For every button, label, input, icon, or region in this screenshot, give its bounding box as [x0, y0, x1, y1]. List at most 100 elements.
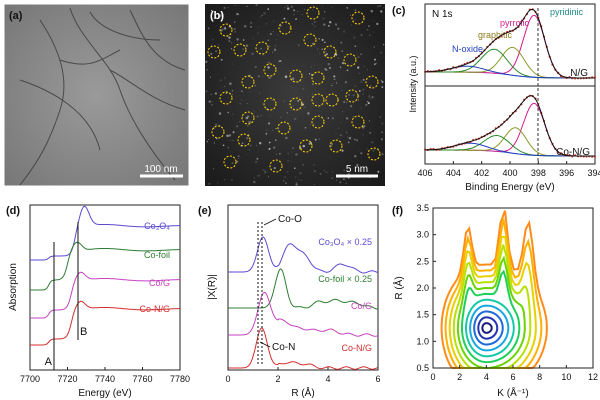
marker-b-label: B [80, 326, 87, 338]
atom-marker [289, 97, 303, 111]
y-axis-label: Intensity (a.u.) [408, 55, 418, 112]
x-axis-label: Energy (eV) [78, 388, 131, 399]
tick-label: 7700 [20, 374, 40, 384]
tick-label: 2.5 [416, 256, 429, 266]
scalebar-label: 100 nm [144, 164, 177, 175]
series-label-co-g: Co/G [149, 278, 170, 288]
atom-marker [241, 111, 255, 125]
atom-marker [233, 43, 247, 57]
peak-label-pyridinic: pyridinic [550, 7, 584, 17]
tick-label: 406 [417, 168, 432, 178]
series-label-co-g: Co/G [351, 301, 372, 311]
atom-marker [329, 139, 343, 153]
atom-marker [311, 71, 325, 85]
tick-label: 1.0 [416, 336, 429, 346]
panel-b: (b) 5 nm [205, 3, 385, 186]
contour-line [469, 304, 510, 352]
peak-label-pyrrolic: pyrrolic [500, 18, 530, 28]
tick-label: 2 [457, 372, 462, 382]
tick-label: 7740 [95, 374, 115, 384]
tick-label: 12 [588, 372, 598, 382]
marker-a-label: A [45, 356, 53, 368]
y-ticks: 0.5 1.0 1.5 2.0 2.5 3.0 3.5 [416, 203, 436, 373]
series-label-co-foil: Co-foil × 0.25 [318, 274, 372, 284]
atom-marker [241, 75, 255, 89]
atom-marker [237, 133, 251, 147]
atom-marker [311, 93, 325, 107]
peak-label-n-oxide: N-oxide [452, 44, 483, 54]
tick-label: 400 [502, 168, 517, 178]
panel-c: (c) N 1s pyridinic pyrrolic graphitic N-… [392, 3, 600, 193]
atom-marker [219, 23, 233, 37]
panel-label: (f) [392, 205, 403, 217]
tick-label: 404 [446, 168, 461, 178]
atom-marker [289, 69, 303, 83]
atom-marker [277, 121, 291, 135]
contour-line [473, 310, 504, 346]
panel-label: (c) [392, 5, 406, 17]
atom-marker [303, 33, 317, 47]
tick-label: 7760 [132, 374, 152, 384]
series-label-co-foil: Co-foil [144, 250, 170, 260]
tick-label: 396 [559, 168, 574, 178]
atom-marker [325, 93, 339, 107]
contour-line [461, 269, 521, 364]
atom-marker [343, 53, 357, 67]
y-axis-label: Absorption [8, 263, 19, 311]
atom-marker [345, 89, 359, 103]
single-atom-markers [207, 6, 381, 173]
atom-marker [263, 97, 277, 111]
x-ticks: 406 404 402 400 398 396 394 [417, 161, 600, 178]
panel-f: (f) 0 2 4 6 8 10 12 0.5 1.0 1.5 2.0 2.5 3.0 3.5 R (Å… [392, 203, 598, 399]
scalebar-label: 5 nm [346, 164, 368, 175]
plot-frame [424, 3, 596, 165]
contour-line [477, 316, 499, 340]
annotation-co-o: Co-O [278, 214, 302, 225]
contour-line [481, 322, 493, 334]
tick-label: 394 [587, 168, 600, 178]
y-axis-label: R (Å) [392, 276, 405, 299]
panel-label: (b) [210, 10, 224, 22]
tick-label: 3.0 [416, 230, 429, 240]
series-label-co-n-g: Co-N/G [341, 343, 372, 353]
x-ticks: 0 2 4 6 8 10 12 [430, 365, 598, 382]
spectrum-title: N 1s [432, 9, 453, 20]
panel-a: (a) 100 nm [3, 3, 190, 187]
tick-label: 398 [531, 168, 546, 178]
tem-image [4, 4, 189, 186]
sample-label-bottom: Co-N/G [556, 147, 590, 158]
atom-marker [223, 155, 237, 169]
tick-label: 7780 [170, 374, 190, 384]
panel-label: (e) [198, 205, 212, 217]
annotation-co-n: Co-N [272, 342, 295, 353]
atom-marker [263, 63, 277, 77]
atom-marker [219, 91, 233, 105]
atom-marker [306, 6, 320, 20]
atom-marker [278, 21, 292, 35]
xps-curves [423, 8, 597, 158]
contour-line [452, 244, 532, 369]
tick-label: 8 [537, 372, 542, 382]
tick-label: 6 [510, 372, 515, 382]
tick-label: 4 [484, 372, 489, 382]
tick-label: 10 [561, 372, 571, 382]
tick-label: 1.5 [416, 310, 429, 320]
xanes-curves [30, 205, 180, 346]
series-label-co3o4: Co₃O₄ [144, 221, 170, 231]
plot-frame [227, 204, 379, 371]
tick-label: 0 [430, 372, 435, 382]
x-axis-label: Binding Energy (eV) [465, 182, 555, 193]
atom-marker [299, 139, 313, 153]
tick-label: 6 [375, 374, 380, 384]
atom-marker [207, 45, 221, 59]
atom-marker [323, 45, 337, 59]
atom-marker [365, 75, 379, 89]
atom-marker [367, 147, 381, 161]
series-label-co-n-g: Co-N/G [139, 304, 170, 314]
x-axis-label: K (Å⁻¹) [497, 386, 528, 399]
tick-label: 402 [474, 168, 489, 178]
atom-marker [211, 125, 225, 139]
tick-label: 0 [225, 374, 230, 384]
peak-label-graphitic: graphitic [478, 30, 513, 40]
